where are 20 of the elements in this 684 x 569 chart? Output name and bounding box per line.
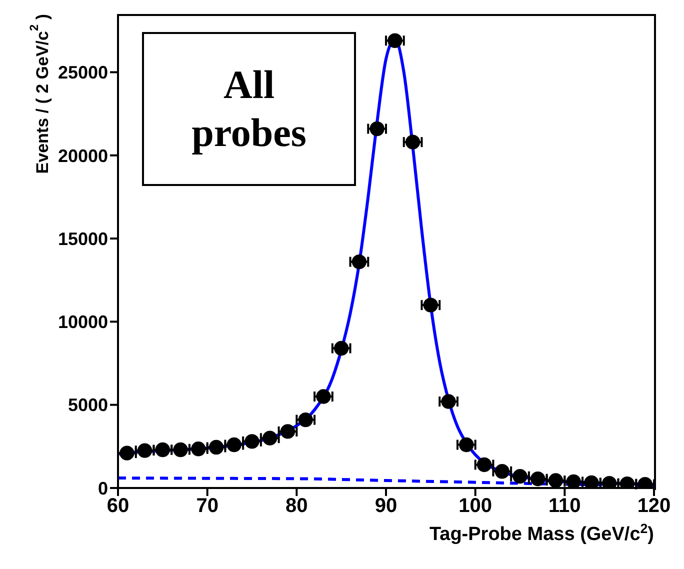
point (405, 134, 420, 150)
label-frame: All probes (142, 32, 356, 186)
x-tick-label: 70 (196, 495, 218, 518)
point (459, 437, 474, 452)
y-tick-label: 20000 (58, 146, 108, 166)
x-tick-label: 60 (106, 495, 130, 518)
x-tick-label: 100 (458, 495, 492, 518)
annotation: All probes (190, 61, 308, 157)
x-tick-label: 110 (548, 495, 581, 518)
x-tick-label: 90 (374, 495, 398, 518)
y-tick-label: 25000 (58, 62, 108, 83)
y-tick-label: 10000 (58, 312, 108, 332)
y-tick-label: 0 (98, 478, 108, 498)
y-tick-label: 15000 (58, 228, 108, 249)
x-tick-label: 80 (286, 495, 308, 518)
y-tick-label: 5000 (68, 395, 108, 416)
point (298, 412, 313, 428)
point (352, 254, 367, 270)
x-axis-title: Tag-Probe Mass (GeV/c$^{2}$) (429, 520, 654, 545)
x-tick-label: 120 (637, 495, 671, 518)
